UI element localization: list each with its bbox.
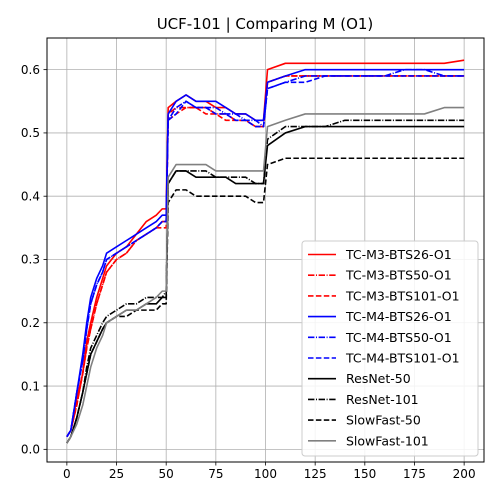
y-tick-label: 0.4 — [21, 189, 40, 203]
x-tick-label: 50 — [159, 467, 174, 481]
series-line-tc-m4-bts101-o1 — [66, 75, 465, 438]
x-tick-label: 150 — [353, 467, 376, 481]
legend-label: TC-M3-BTS50-O1 — [345, 268, 452, 283]
legend-label: TC-M4-BTS101-O1 — [345, 351, 460, 366]
y-tick-label: 0.6 — [21, 63, 40, 77]
series-line-resnet-50 — [66, 125, 465, 444]
chart-title: UCF-101 | Comparing M (O1) — [157, 15, 374, 33]
legend-label: SlowFast-101 — [346, 433, 429, 448]
series-line-slowfast-50 — [66, 157, 465, 444]
series-line-slowfast-101 — [66, 106, 465, 444]
x-tick-label: 75 — [208, 467, 223, 481]
x-tick-label: 175 — [403, 467, 426, 481]
series-line-tc-m4-bts26-o1 — [66, 68, 465, 438]
x-tick-label: 25 — [109, 467, 124, 481]
legend-label: TC-M4-BTS26-O1 — [345, 309, 452, 324]
series-lines — [66, 59, 465, 444]
x-tick-label: 200 — [453, 467, 476, 481]
legend-label: TC-M3-BTS26-O1 — [345, 247, 452, 262]
series-line-resnet-101 — [66, 119, 465, 444]
x-tick-label: 125 — [304, 467, 327, 481]
x-tick-label: 0 — [63, 467, 71, 481]
y-tick-label: 0.3 — [21, 253, 40, 267]
y-tick-label: 0.0 — [21, 443, 40, 457]
legend-label: SlowFast-50 — [346, 413, 421, 428]
y-tick-label: 0.5 — [21, 126, 40, 140]
legend-label: ResNet-101 — [346, 392, 419, 407]
y-tick-label: 0.1 — [21, 379, 40, 393]
x-tick-label: 100 — [254, 467, 277, 481]
legend-box — [301, 240, 479, 457]
legend-label: TC-M3-BTS101-O1 — [345, 288, 460, 303]
axis-ticks: 0 25 50 75 100 125 150 175 200 0.0 0.1 0.2 0.3 0.4 0.5… — [21, 63, 476, 481]
legend-label: TC-M4-BTS50-O1 — [345, 330, 452, 345]
legend-label: ResNet-50 — [346, 371, 411, 386]
y-tick-label: 0.2 — [21, 316, 40, 330]
legend: TC-M3-BTS26-O1 TC-M3-BTS50-O1 TC-M3-BTS101… — [301, 240, 479, 457]
